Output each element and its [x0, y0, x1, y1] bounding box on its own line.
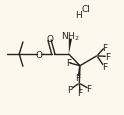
Text: Cl: Cl	[81, 5, 90, 14]
Text: F: F	[77, 89, 83, 98]
Text: F: F	[86, 85, 92, 94]
Text: O: O	[36, 50, 43, 59]
Text: F: F	[76, 73, 81, 82]
Polygon shape	[69, 39, 72, 55]
Text: F: F	[103, 43, 108, 52]
Text: F: F	[102, 62, 107, 71]
Text: F: F	[66, 59, 71, 68]
Text: NH$_2$: NH$_2$	[61, 31, 80, 43]
Text: F: F	[105, 52, 110, 61]
Text: F: F	[67, 85, 73, 94]
Text: O: O	[46, 35, 53, 44]
Text: H: H	[75, 10, 81, 19]
